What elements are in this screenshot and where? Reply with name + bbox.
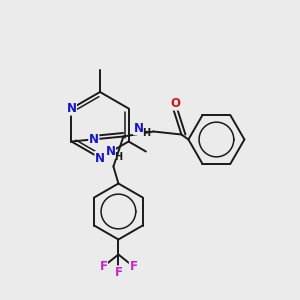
Text: N: N bbox=[134, 122, 143, 134]
Text: H: H bbox=[142, 128, 151, 138]
Text: N: N bbox=[95, 152, 105, 164]
Text: N: N bbox=[105, 145, 116, 158]
Text: O: O bbox=[170, 97, 180, 110]
Text: H: H bbox=[114, 152, 122, 161]
Text: F: F bbox=[129, 260, 137, 273]
Text: F: F bbox=[99, 260, 107, 273]
Text: N: N bbox=[66, 102, 76, 115]
Text: F: F bbox=[114, 266, 122, 279]
Text: N: N bbox=[89, 133, 99, 146]
